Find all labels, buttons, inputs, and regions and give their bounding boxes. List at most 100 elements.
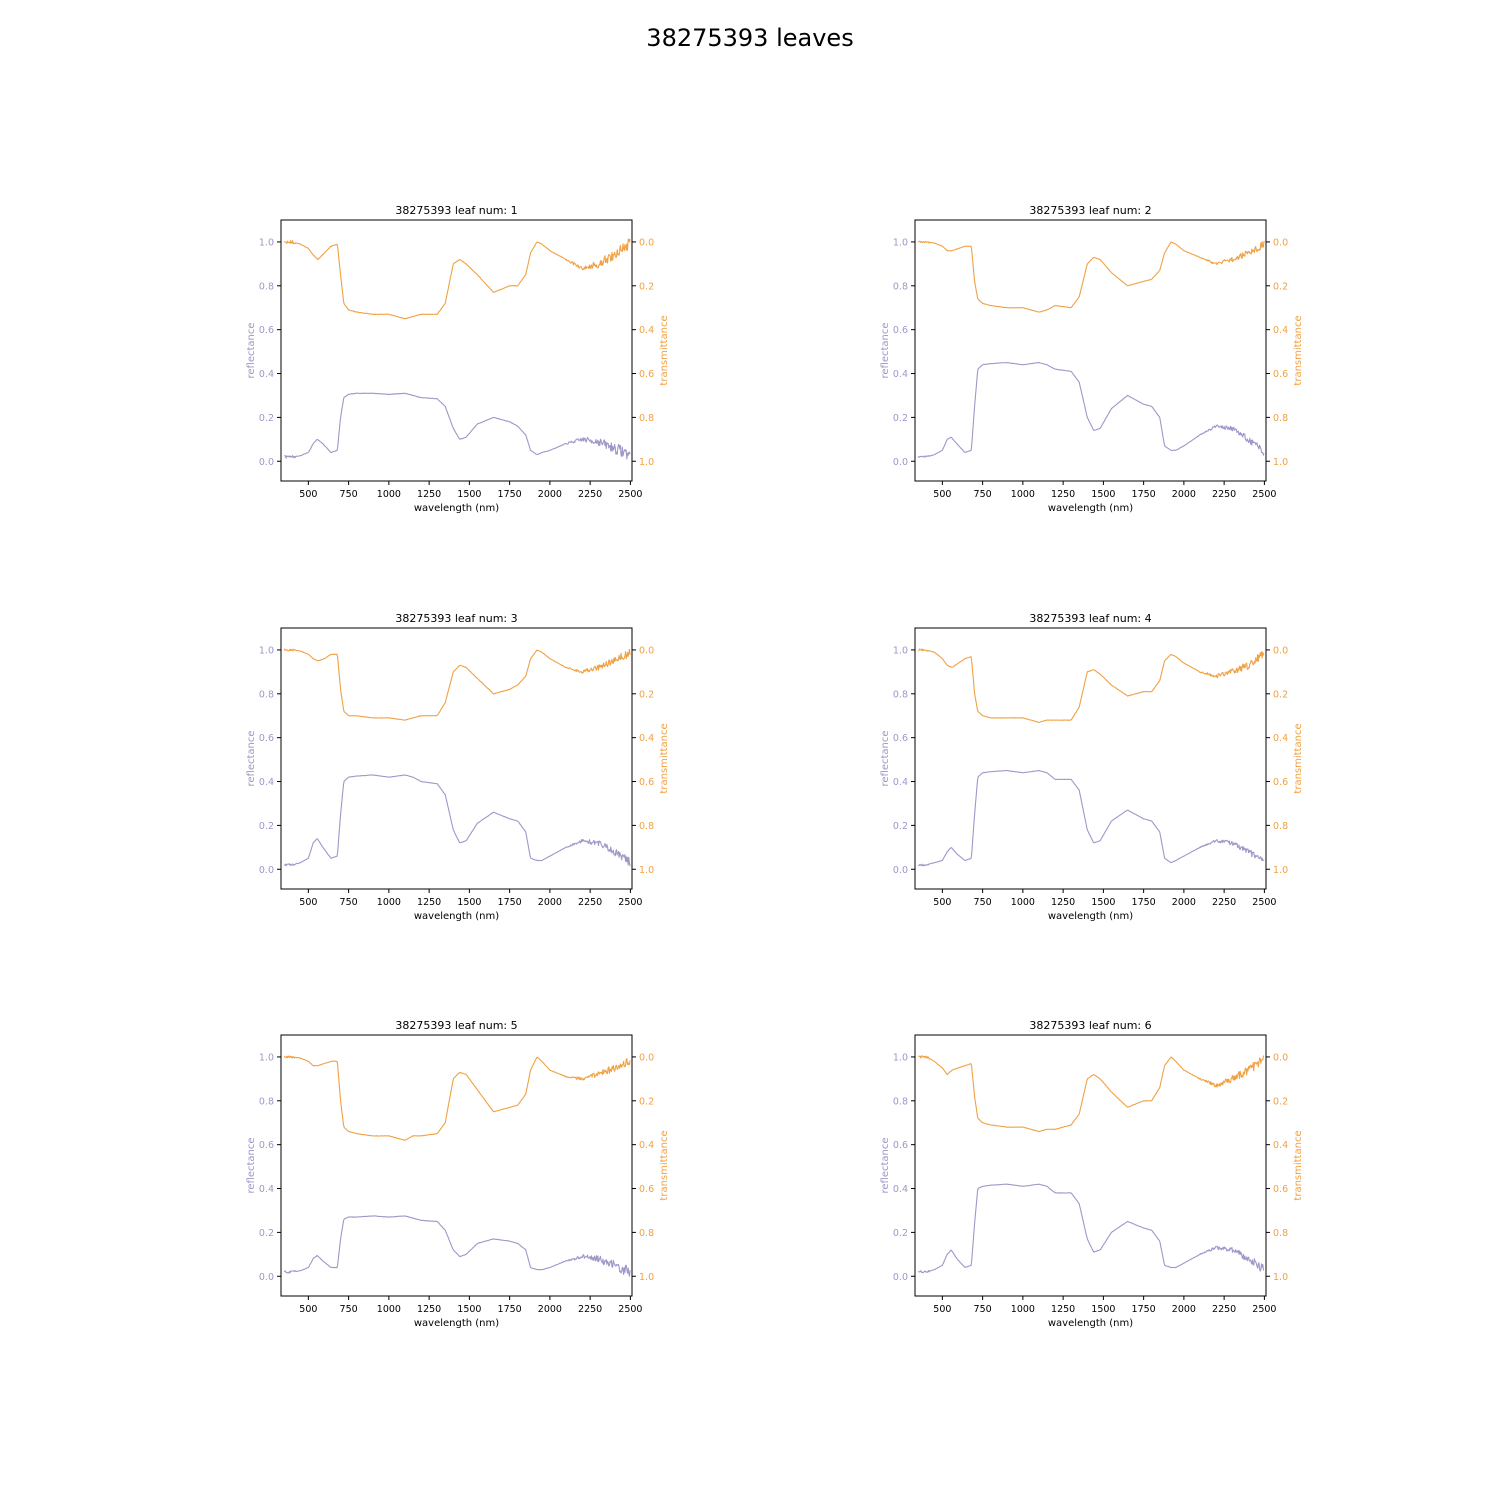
x-tick-label: 1000 [1011, 897, 1035, 908]
x-tick-label: 1500 [1091, 489, 1115, 500]
y-tick-label: 0.0 [259, 1272, 274, 1283]
y-tick-label: 0.0 [893, 865, 908, 876]
y2-tick-label: 0.2 [639, 689, 654, 700]
axes-frame [914, 1034, 1267, 1297]
y2-tick-label: 0.2 [1273, 1096, 1288, 1107]
series-line-reflectance [283, 1215, 631, 1277]
x-tick-label: 1250 [417, 489, 441, 500]
y-tick-label: 0.4 [893, 1184, 908, 1195]
x-tick-label: 2250 [1212, 897, 1236, 908]
series-line-transmittance [283, 238, 631, 320]
y2-tick-label: 1.0 [639, 865, 654, 876]
y2-tick-label: 0.6 [1273, 369, 1288, 380]
y2-tick-label: 0.0 [639, 1052, 654, 1063]
y-tick-label: 0.8 [893, 689, 908, 700]
x-tick-label: 2250 [1212, 489, 1236, 500]
y-tick-label: 0.8 [893, 281, 908, 292]
y-tick-label: 1.0 [893, 237, 908, 248]
y-tick-label: 1.0 [259, 645, 274, 656]
y2-tick-label: 0.4 [1273, 733, 1288, 744]
y2-tick-label: 0.8 [639, 1228, 654, 1239]
y2-tick-label: 0.0 [1273, 1052, 1288, 1063]
y-tick-label: 0.4 [893, 369, 908, 380]
y-tick-label: 0.2 [259, 413, 274, 424]
y2-tick-label: 1.0 [639, 1272, 654, 1283]
x-tick-label: 1000 [377, 1304, 401, 1315]
y2-tick-label: 0.8 [639, 821, 654, 832]
x-axis-label: wavelength (nm) [414, 1318, 499, 1329]
x-tick-label: 500 [933, 1304, 951, 1315]
y-tick-label: 0.2 [893, 821, 908, 832]
y2-tick-label: 0.8 [1273, 821, 1288, 832]
x-tick-label: 2500 [618, 1304, 642, 1315]
axes-frame [914, 219, 1267, 482]
y-tick-label: 0.2 [893, 1228, 908, 1239]
x-tick-label: 500 [299, 897, 317, 908]
chart-panel-1: 38275393 leaf num: 1 500 750 1000 1250 1500 17… [246, 204, 670, 514]
y-tick-label: 0.2 [259, 1228, 274, 1239]
chart-panel-5: 38275393 leaf num: 5 500 750 1000 1250 1500 17… [246, 1019, 670, 1329]
x-tick-label: 1500 [457, 897, 481, 908]
y-tick-label: 0.4 [259, 1184, 274, 1195]
y-tick-label: 0.4 [259, 369, 274, 380]
series-line-reflectance [917, 769, 1265, 867]
chart-panel-6: 38275393 leaf num: 6 500 750 1000 1250 1500 17… [880, 1019, 1304, 1329]
figure-title: 38275393 leaves [646, 24, 854, 52]
chart-title: 38275393 leaf num: 5 [395, 1019, 517, 1032]
y-tick-label: 0.6 [893, 325, 908, 336]
x-tick-label: 1500 [457, 1304, 481, 1315]
x-tick-label: 750 [340, 489, 358, 500]
x-tick-label: 500 [933, 489, 951, 500]
y-tick-label: 0.0 [893, 1272, 908, 1283]
series-line-transmittance [918, 1055, 1265, 1133]
series-line-reflectance [917, 362, 1265, 458]
y2-axis-label: transmittance [1293, 723, 1304, 793]
y-axis-label: reflectance [880, 1137, 891, 1193]
x-tick-label: 2000 [538, 897, 562, 908]
y-tick-label: 0.6 [259, 325, 274, 336]
y-tick-label: 1.0 [893, 1052, 908, 1063]
y-tick-label: 1.0 [893, 645, 908, 656]
x-tick-label: 750 [974, 489, 992, 500]
x-tick-label: 2000 [1172, 897, 1196, 908]
x-tick-label: 2250 [1212, 1304, 1236, 1315]
x-tick-label: 750 [340, 897, 358, 908]
y-axis-label: reflectance [880, 322, 891, 378]
chart-panel-3: 38275393 leaf num: 3 500 750 1000 1250 1500 17… [246, 612, 670, 922]
y-tick-label: 1.0 [259, 1052, 274, 1063]
y-tick-label: 0.6 [259, 1140, 274, 1151]
x-tick-label: 1000 [1011, 489, 1035, 500]
y-axis-label: reflectance [246, 730, 257, 786]
axes-frame [914, 627, 1267, 890]
y2-tick-label: 0.0 [639, 645, 654, 656]
y2-axis-label: transmittance [1293, 315, 1304, 385]
x-tick-label: 2500 [618, 489, 642, 500]
x-tick-label: 1750 [498, 489, 522, 500]
x-tick-label: 1000 [377, 489, 401, 500]
y2-axis-label: transmittance [659, 1130, 670, 1200]
y2-tick-label: 0.2 [639, 1096, 654, 1107]
x-axis-label: wavelength (nm) [414, 503, 499, 514]
y2-axis-label: transmittance [659, 723, 670, 793]
y2-tick-label: 0.4 [639, 325, 654, 336]
y2-tick-label: 0.2 [1273, 281, 1288, 292]
y2-tick-label: 0.6 [639, 1184, 654, 1195]
x-tick-label: 500 [299, 1304, 317, 1315]
x-tick-label: 1500 [457, 489, 481, 500]
y2-tick-label: 0.4 [1273, 1140, 1288, 1151]
y2-tick-label: 0.0 [639, 237, 654, 248]
y2-tick-label: 0.6 [639, 777, 654, 788]
y-tick-label: 0.2 [259, 821, 274, 832]
x-tick-label: 2250 [578, 1304, 602, 1315]
y-tick-label: 0.8 [893, 1096, 908, 1107]
y2-tick-label: 0.8 [1273, 1228, 1288, 1239]
x-tick-label: 2000 [538, 1304, 562, 1315]
x-tick-label: 1250 [417, 897, 441, 908]
y-tick-label: 0.0 [259, 457, 274, 468]
series-line-reflectance [283, 774, 631, 867]
y-tick-label: 0.6 [893, 733, 908, 744]
x-axis-label: wavelength (nm) [1048, 1318, 1133, 1329]
x-tick-label: 500 [933, 897, 951, 908]
x-tick-label: 2250 [578, 897, 602, 908]
